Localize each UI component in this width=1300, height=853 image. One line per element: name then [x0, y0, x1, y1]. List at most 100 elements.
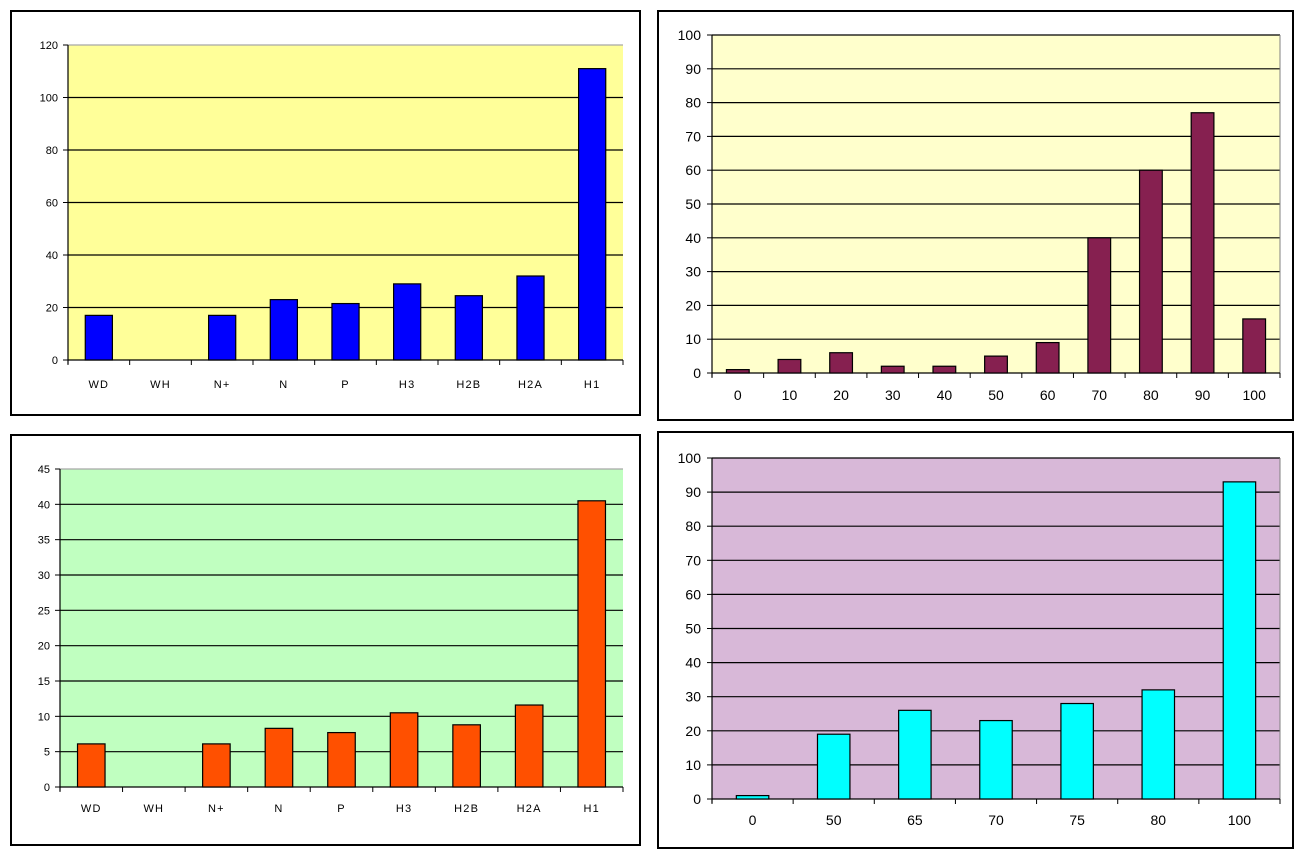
x-tick-label: 50 [988, 387, 1004, 403]
y-tick-label: 25 [38, 605, 50, 617]
bar [1242, 318, 1267, 374]
x-tick-label: 70 [988, 812, 1004, 828]
y-tick-label: 60 [685, 586, 701, 602]
x-tick-label: H2A [518, 379, 543, 391]
x-tick-label: P [337, 803, 346, 815]
x-tick-label: 70 [1091, 387, 1107, 403]
bar [516, 275, 545, 361]
bar [269, 299, 298, 361]
y-tick-label: 20 [685, 297, 701, 313]
y-tick-label: 90 [685, 484, 701, 500]
y-tick-label: 40 [685, 655, 701, 671]
y-tick-label: 40 [685, 230, 701, 246]
bar [932, 365, 957, 374]
x-tick-label: 20 [833, 387, 849, 403]
x-tick-label: N [274, 803, 283, 815]
bar [1190, 112, 1215, 374]
y-tick-label: 10 [685, 757, 701, 773]
y-tick-label: 60 [685, 162, 701, 178]
x-tick-label: 100 [1228, 812, 1252, 828]
bar [1060, 702, 1094, 800]
y-tick-label: 40 [38, 499, 50, 511]
x-tick-label: H3 [399, 379, 415, 391]
x-tick-label: H2B [456, 379, 481, 391]
x-tick-label: 100 [1243, 387, 1267, 403]
bar [1141, 689, 1176, 800]
chart-panel-1: 0 20 40 60 80 100 120 WD WH N+ N P H3 H2B H2A H1 [10, 10, 641, 416]
y-tick-label: 10 [38, 711, 50, 723]
y-tick-label: 5 [44, 747, 50, 759]
bar [777, 358, 802, 374]
bar [816, 733, 851, 800]
bar [514, 704, 544, 788]
y-tick-label: 10 [685, 331, 701, 347]
y-tick-label: 70 [685, 128, 701, 144]
bar [880, 365, 905, 374]
x-tick-label: H1 [584, 379, 600, 391]
x-tick-label: 80 [1143, 387, 1159, 403]
bar [393, 283, 422, 361]
y-tick-label: 15 [38, 676, 50, 688]
x-tick-label: 80 [1150, 812, 1166, 828]
bar [1035, 341, 1060, 374]
bar [76, 743, 106, 788]
y-tick-label: 120 [40, 40, 58, 52]
x-tick-label: WH [143, 803, 164, 815]
bar [984, 355, 1008, 374]
y-tick-label: 40 [46, 250, 58, 262]
y-tick-label: 0 [52, 355, 58, 367]
y-tick-label: 20 [38, 641, 50, 653]
bar [577, 68, 607, 361]
x-tick-label: WH [150, 379, 171, 391]
y-tick-label: 45 [38, 464, 50, 476]
x-tick-label: P [341, 379, 350, 391]
y-tick-label: 50 [685, 196, 701, 212]
x-tick-label: 40 [937, 387, 953, 403]
bar-chart-4: 0 10 20 30 40 50 60 70 80 90 100 0 50 65 70 75 80 100 [678, 450, 1281, 828]
x-tick-label: 65 [907, 812, 923, 828]
bar [454, 295, 483, 361]
y-tick-label: 70 [685, 552, 701, 568]
bar-chart-3: 0 5 10 15 20 25 30 35 40 45 WD WH N+ N P H3 H2B H2A H1 [38, 464, 624, 815]
chart-panel-3: 0 5 10 15 20 25 30 35 40 45 WD WH N+ N P H3 H2B H2A H1 [10, 434, 641, 846]
y-tick-label: 20 [46, 302, 58, 314]
x-tick-label: 60 [1040, 387, 1056, 403]
x-tick-label: H2B [454, 803, 479, 815]
x-tick-label: H2A [517, 803, 542, 815]
bar [1138, 169, 1163, 374]
x-tick-label: 30 [885, 387, 901, 403]
bar [898, 709, 932, 800]
bar [264, 727, 294, 788]
y-tick-label: 0 [693, 365, 701, 381]
bar [979, 719, 1013, 800]
chart-panel-2: 0 10 20 30 40 50 60 70 80 90 100 0 10 20 30 40 50 60 70 80 9… [657, 10, 1294, 421]
bar [829, 352, 854, 374]
x-tick-label: N+ [208, 803, 225, 815]
bar [1087, 237, 1112, 374]
bar [1222, 481, 1257, 800]
y-tick-label: 80 [685, 95, 701, 111]
bar [725, 369, 750, 374]
bar [577, 500, 607, 788]
y-tick-label: 30 [38, 570, 50, 582]
bar [331, 302, 360, 361]
x-tick-label: H3 [396, 803, 412, 815]
y-tick-label: 60 [46, 197, 58, 209]
y-tick-label: 90 [685, 61, 701, 77]
x-tick-label: 90 [1195, 387, 1211, 403]
bar [735, 794, 770, 800]
x-tick-label: N+ [214, 379, 231, 391]
x-tick-label: 10 [782, 387, 798, 403]
y-tick-label: 80 [46, 145, 58, 157]
y-tick-label: 100 [678, 27, 702, 43]
chart-panel-4: 0 10 20 30 40 50 60 70 80 90 100 0 50 65 70 75 80 100 [657, 431, 1294, 849]
bar [208, 314, 237, 361]
x-tick-label: 50 [826, 812, 842, 828]
y-tick-label: 0 [693, 791, 701, 807]
y-tick-label: 80 [685, 518, 701, 534]
y-tick-label: 30 [685, 264, 701, 280]
y-tick-label: 35 [38, 535, 50, 547]
x-tick-label: N [279, 379, 288, 391]
y-tick-label: 100 [40, 92, 58, 104]
bar [452, 724, 481, 788]
